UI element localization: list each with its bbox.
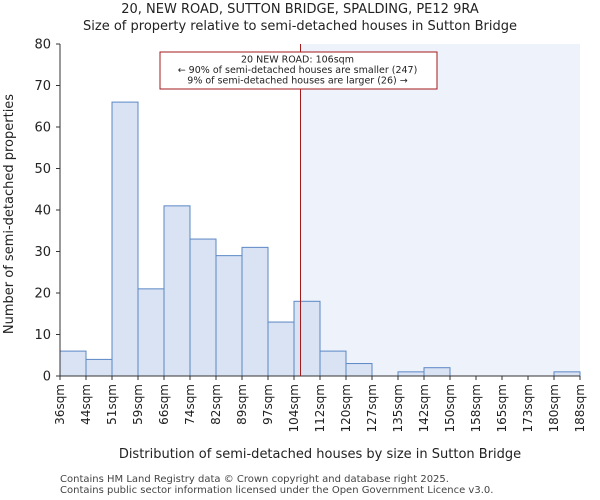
y-tick-label-50: 50 <box>34 162 51 177</box>
x-tick-label-173sqm: 173sqm <box>521 384 535 432</box>
x-tick-label-89sqm: 89sqm <box>235 384 249 425</box>
y-tick-label-70: 70 <box>34 79 51 94</box>
annotation-box <box>159 51 438 90</box>
chart-subtitle: Size of property relative to semi-detach… <box>83 19 517 34</box>
bar-104sqm <box>293 300 321 377</box>
chart-title: 20, NEW ROAD, SUTTON BRIDGE, SPALDING, P… <box>121 2 479 17</box>
annotation-line-2: ← 90% of semi-detached houses are smalle… <box>178 65 418 76</box>
bar-89sqm <box>241 246 269 377</box>
y-tick-label-60: 60 <box>34 121 51 136</box>
x-tick-label-188sqm: 188sqm <box>573 384 587 432</box>
bar-82sqm <box>215 255 243 377</box>
bar-97sqm <box>267 321 295 377</box>
annotation-line-3: 9% of semi-detached houses are larger (2… <box>187 76 407 87</box>
bar-74sqm <box>189 238 217 377</box>
y-tick-label-80: 80 <box>34 38 51 53</box>
x-tick-label-104sqm: 104sqm <box>287 384 301 432</box>
x-tick-label-158sqm: 158sqm <box>469 384 483 432</box>
bar-135sqm <box>397 371 425 377</box>
x-tick-label-150sqm: 150sqm <box>443 384 457 432</box>
footer-copyright: Contains HM Land Registry data © Crown c… <box>60 474 449 485</box>
y-tick-label-30: 30 <box>34 245 51 260</box>
x-tick-label-165sqm: 165sqm <box>495 384 509 432</box>
annotation-line-1: 20 NEW ROAD: 106sqm <box>241 55 354 66</box>
x-tick-label-97sqm: 97sqm <box>261 384 275 425</box>
x-tick-label-135sqm: 135sqm <box>391 384 405 432</box>
y-tick-label-10: 10 <box>34 328 51 343</box>
x-tick-label-44sqm: 44sqm <box>79 384 93 425</box>
bar-44sqm <box>85 358 113 377</box>
y-tick-label-0: 0 <box>43 370 51 385</box>
bar-36sqm <box>59 350 87 377</box>
x-tick-label-82sqm: 82sqm <box>209 384 223 425</box>
highlight-region <box>300 44 580 376</box>
x-tick-label-112sqm: 112sqm <box>313 384 327 432</box>
bar-66sqm <box>163 205 191 377</box>
x-tick-label-180sqm: 180sqm <box>547 384 561 432</box>
footer-licence: Contains public sector information licen… <box>60 485 494 496</box>
bar-51sqm <box>111 101 139 377</box>
x-tick-label-142sqm: 142sqm <box>417 384 431 432</box>
chart-area: 0 10 20 30 40 50 60 70 80 36sqm 44sqm 51sqm 59sqm 66s… <box>2 38 587 463</box>
bar-112sqm <box>319 350 347 377</box>
x-tick-label-36sqm: 36sqm <box>53 384 67 425</box>
x-tick-label-120sqm: 120sqm <box>339 384 353 432</box>
x-tick-label-51sqm: 51sqm <box>105 384 119 425</box>
y-tick-label-20: 20 <box>34 287 51 302</box>
x-tick-label-74sqm: 74sqm <box>183 384 197 425</box>
bar-59sqm <box>137 288 165 377</box>
y-tick-label-40: 40 <box>34 204 51 219</box>
x-tick-label-127sqm: 127sqm <box>365 384 379 432</box>
y-axis-title: Number of semi-detached properties <box>2 94 17 334</box>
bar-142sqm <box>423 367 451 377</box>
x-tick-label-59sqm: 59sqm <box>131 384 145 425</box>
bar-120sqm <box>345 363 373 377</box>
x-axis-title: Distribution of semi-detached houses by … <box>119 447 521 462</box>
bar-180sqm <box>553 371 581 377</box>
x-tick-label-66sqm: 66sqm <box>157 384 171 425</box>
